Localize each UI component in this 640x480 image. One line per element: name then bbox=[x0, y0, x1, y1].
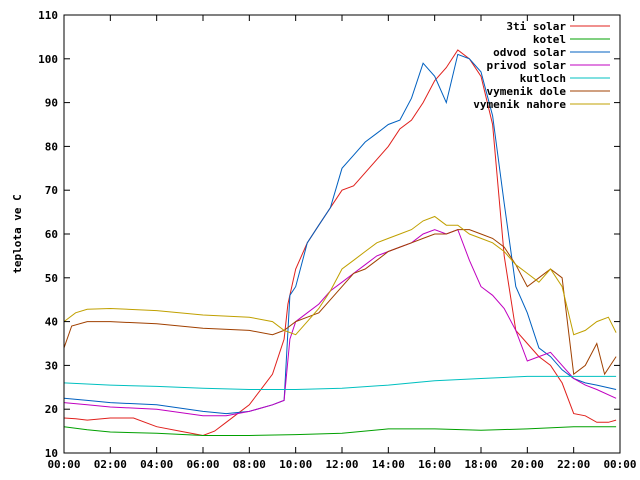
series-line-kutloch bbox=[63, 375, 617, 390]
legend-label: odvod solar bbox=[493, 46, 566, 59]
legend-label: vymenik dole bbox=[487, 85, 567, 98]
legend-label: vymenik nahore bbox=[473, 98, 566, 111]
y-axis: 10 20 30 40 50 60 70 80 90 100 110 bbox=[38, 9, 620, 460]
x-tick-label: 00:00 bbox=[603, 458, 636, 471]
y-tick-label: 80 bbox=[45, 140, 58, 153]
y-tick-label: 60 bbox=[45, 228, 58, 241]
y-tick-label: 40 bbox=[45, 316, 58, 329]
y-tick-label: 10 bbox=[45, 447, 58, 460]
y-tick-label: 110 bbox=[38, 9, 58, 22]
y-tick-label: 50 bbox=[45, 272, 58, 285]
y-tick-label: 30 bbox=[45, 359, 58, 372]
y-axis-label: teplota ve C bbox=[11, 194, 24, 273]
legend-label: privod solar bbox=[487, 59, 567, 72]
x-tick-label: 00:00 bbox=[47, 458, 80, 471]
series-line-kotel bbox=[63, 426, 617, 436]
plot-lines bbox=[63, 49, 617, 437]
y-tick-label: 100 bbox=[38, 53, 58, 66]
series-line-3ti-solar bbox=[63, 49, 617, 437]
x-axis: 00:00 02:00 04:00 06:00 08:00 10:00 12:00 14:00… bbox=[47, 15, 637, 471]
y-tick-label: 90 bbox=[45, 97, 58, 110]
x-tick-label: 04:00 bbox=[140, 458, 173, 471]
legend-label: kotel bbox=[533, 33, 566, 46]
x-tick-label: 20:00 bbox=[511, 458, 544, 471]
x-tick-label: 08:00 bbox=[233, 458, 266, 471]
x-tick-label: 14:00 bbox=[372, 458, 405, 471]
x-tick-label: 22:00 bbox=[557, 458, 590, 471]
legend-label: 3ti solar bbox=[506, 20, 566, 33]
x-tick-label: 02:00 bbox=[94, 458, 127, 471]
legend-label: kutloch bbox=[520, 72, 566, 85]
y-tick-label: 20 bbox=[45, 403, 58, 416]
x-tick-label: 18:00 bbox=[464, 458, 497, 471]
y-tick-label: 70 bbox=[45, 184, 58, 197]
x-tick-label: 06:00 bbox=[186, 458, 219, 471]
series-line-vymenik-dole bbox=[63, 229, 617, 376]
series-line-vymenik-nahore bbox=[63, 215, 617, 336]
x-tick-label: 10:00 bbox=[279, 458, 312, 471]
x-tick-label: 12:00 bbox=[325, 458, 358, 471]
x-tick-label: 16:00 bbox=[418, 458, 451, 471]
